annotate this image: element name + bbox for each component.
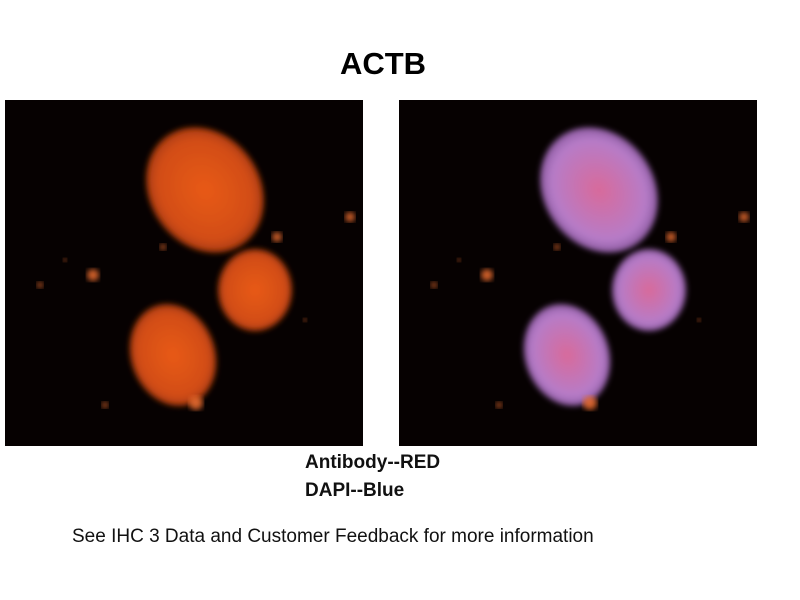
nucleus — [523, 304, 611, 406]
fluorescent-speck — [457, 258, 461, 262]
fluorescent-speck — [345, 212, 355, 222]
fluorescent-speck — [739, 212, 749, 222]
fluorescent-speck — [431, 282, 437, 288]
fluorescent-speck — [63, 258, 67, 262]
fluorescent-speck — [102, 402, 108, 408]
micrograph-antibody-red — [5, 100, 363, 446]
nucleus — [540, 127, 658, 253]
fluorescent-speck — [666, 232, 676, 242]
fluorescent-speck — [481, 269, 493, 281]
fluorescent-speck — [87, 269, 99, 281]
fluorescent-speck — [697, 318, 701, 322]
nucleus — [146, 127, 264, 253]
fluorescent-speck — [189, 396, 203, 410]
fluorescent-speck — [272, 232, 282, 242]
fluorescent-speck — [160, 244, 166, 250]
nucleus — [129, 304, 217, 406]
nucleus — [612, 249, 686, 331]
figure-title: ACTB — [339, 46, 427, 81]
fluorescent-speck — [37, 282, 43, 288]
footnote: See IHC 3 Data and Customer Feedback for… — [72, 526, 594, 547]
fluorescent-speck — [554, 244, 560, 250]
fluorescent-speck — [303, 318, 307, 322]
fluorescent-speck — [583, 396, 597, 410]
fluorescent-speck — [496, 402, 502, 408]
micrograph-merged-dapi — [399, 100, 757, 446]
nucleus — [218, 249, 292, 331]
legend-dapi: DAPI--Blue — [305, 480, 405, 501]
legend-antibody: Antibody--RED — [305, 452, 441, 473]
